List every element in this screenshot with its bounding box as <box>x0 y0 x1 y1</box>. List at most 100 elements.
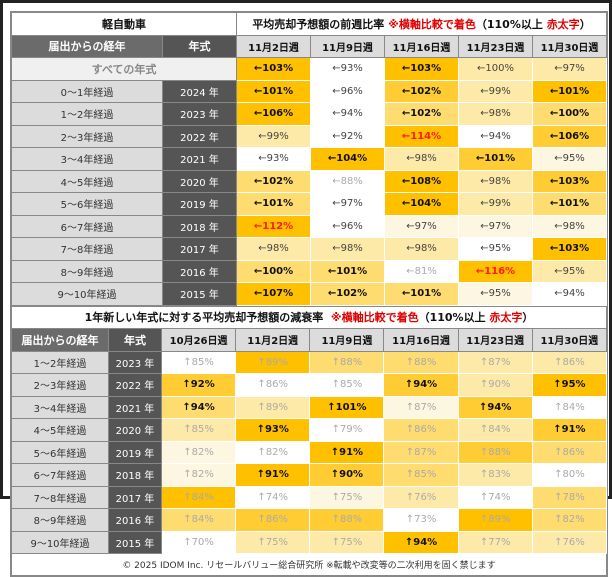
value-cell: ↑93% <box>235 418 311 442</box>
arrow-icon: ↑ <box>183 446 192 458</box>
col-header-week: 11月2日週 <box>235 328 311 352</box>
model-year: 2018 年 <box>162 214 237 238</box>
arrow-icon: ↑ <box>183 469 192 481</box>
arrow-icon: ↑ <box>553 379 562 391</box>
arrow-icon: ← <box>554 153 563 165</box>
arrow-icon: ← <box>401 175 411 187</box>
arrow-icon: ← <box>480 288 489 300</box>
value-cell: ↑79% <box>309 418 385 442</box>
arrow-icon: ↑ <box>405 469 415 481</box>
arrow-icon: ↑ <box>405 514 415 526</box>
model-year: 2017 年 <box>162 237 237 261</box>
value-text: 101% <box>410 288 442 300</box>
age-label: 3～4年経過 <box>11 147 163 171</box>
value-cell: ←98% <box>310 237 385 261</box>
value-cell: ↑94% <box>383 373 459 397</box>
value-text: 101% <box>335 401 367 413</box>
value-cell: ←97% <box>310 192 385 216</box>
bottom-table-title: 1年新しい年式に対する平均売却予想額の減衰率 ※横軸比較で着色（110%以上 赤… <box>11 305 607 329</box>
value-cell: ↑76% <box>383 485 459 509</box>
arrow-icon: ← <box>327 288 337 300</box>
value-text: 94% <box>340 108 363 120</box>
model-year: 2023 年 <box>108 350 162 374</box>
arrow-icon: ← <box>406 153 415 165</box>
value-cell: ↑70% <box>160 530 237 554</box>
value-text: 82% <box>191 446 214 458</box>
value-text: 87% <box>414 401 437 413</box>
value-cell: ←94% <box>532 282 607 306</box>
value-text: 91% <box>339 446 364 458</box>
col-header-age: 届出からの経年 <box>11 328 109 352</box>
model-year: 2022 年 <box>162 124 237 148</box>
arrow-icon: ← <box>480 108 489 120</box>
paren-open: （110%以上 <box>418 311 486 325</box>
table-row: 5～6年経過 2019 年 ↑82% ↑82% ↑91% ↑87% ↑88% ↑86% <box>11 440 608 464</box>
value-text: 82% <box>191 469 214 481</box>
table-row: 2～3年経過 2022 年 ←99% ←92% ←114% ←94% ←106% <box>11 124 607 148</box>
value-cell: ←99% <box>458 192 533 216</box>
arrow-icon: ← <box>401 130 411 142</box>
arrow-icon: ← <box>554 220 563 232</box>
paren-red: 赤太字 <box>489 311 523 325</box>
value-cell: ↑88% <box>383 350 459 374</box>
value-text: 103% <box>558 175 590 187</box>
value-text: 87% <box>488 356 511 368</box>
value-text: 97% <box>488 220 511 232</box>
value-text: 99% <box>488 198 511 210</box>
age-label: 9～10年経過 <box>11 530 109 554</box>
arrow-icon: ← <box>549 130 559 142</box>
arrow-icon: ← <box>480 175 489 187</box>
arrow-icon: ↑ <box>479 401 488 413</box>
model-year: 2020 年 <box>108 418 162 442</box>
value-cell: ↑83% <box>457 463 533 487</box>
value-cell: ↑90% <box>309 463 385 487</box>
model-year: 2021 年 <box>162 147 237 171</box>
value-text: 86% <box>265 514 289 526</box>
arrow-icon: ↑ <box>257 491 266 503</box>
value-text: 86% <box>265 379 289 391</box>
arrow-icon: ← <box>327 153 337 165</box>
arrow-icon: ↑ <box>404 536 414 548</box>
arrow-icon: ↑ <box>479 536 489 548</box>
value-text: 93% <box>266 153 289 165</box>
value-text: 95% <box>488 243 511 255</box>
value-cell: ←95% <box>458 237 533 261</box>
value-text: 89% <box>488 514 511 526</box>
model-year: 2018 年 <box>108 463 162 487</box>
value-text: 80% <box>562 469 585 481</box>
arrow-icon: ← <box>253 220 263 232</box>
value-cell: ↑82% <box>531 508 608 532</box>
age-label: 1～2年経過 <box>11 102 163 126</box>
value-text: 97% <box>414 220 437 232</box>
value-text: 108% <box>410 175 442 187</box>
value-cell: ↑87% <box>383 395 459 419</box>
value-cell: ←103% <box>532 237 607 261</box>
value-text: 75% <box>265 536 289 548</box>
value-cell: ←107% <box>236 282 311 306</box>
value-cell: ←114% <box>384 124 459 148</box>
value-text: 102% <box>410 85 442 97</box>
value-text: 101% <box>336 265 368 277</box>
value-cell: ↑84% <box>160 508 237 532</box>
value-cell: ←106% <box>532 124 607 148</box>
table-row: 2～3年経過 2022 年 ↑92% ↑86% ↑85% ↑94% ↑90% ↑95% <box>11 373 608 397</box>
arrow-icon: ↑ <box>257 514 266 526</box>
value-text: 100% <box>485 63 514 75</box>
value-text: 99% <box>266 130 289 142</box>
arrow-icon: ← <box>549 198 559 210</box>
all-years-label: すべての年式 <box>11 57 237 81</box>
table-row: 4～5年経過 2020 年 ←102% ←88% ←108% ←98% ←103% <box>11 169 607 193</box>
arrow-icon: ← <box>549 175 559 187</box>
all-years-row: すべての年式 ←103% ←93% ←103% ←100% ←97% <box>11 57 607 81</box>
value-cell: ←98% <box>458 169 533 193</box>
value-cell: ←98% <box>236 237 311 261</box>
arrow-icon: ↑ <box>404 379 414 391</box>
arrow-icon: ↑ <box>554 469 563 481</box>
age-label: 0～1年経過 <box>11 79 163 103</box>
value-text: 75% <box>339 536 363 548</box>
arrow-icon: ← <box>549 85 559 97</box>
value-text: 103% <box>262 63 294 75</box>
value-text: 104% <box>336 153 368 165</box>
arrow-icon: ↑ <box>257 446 266 458</box>
value-text: 84% <box>191 491 214 503</box>
